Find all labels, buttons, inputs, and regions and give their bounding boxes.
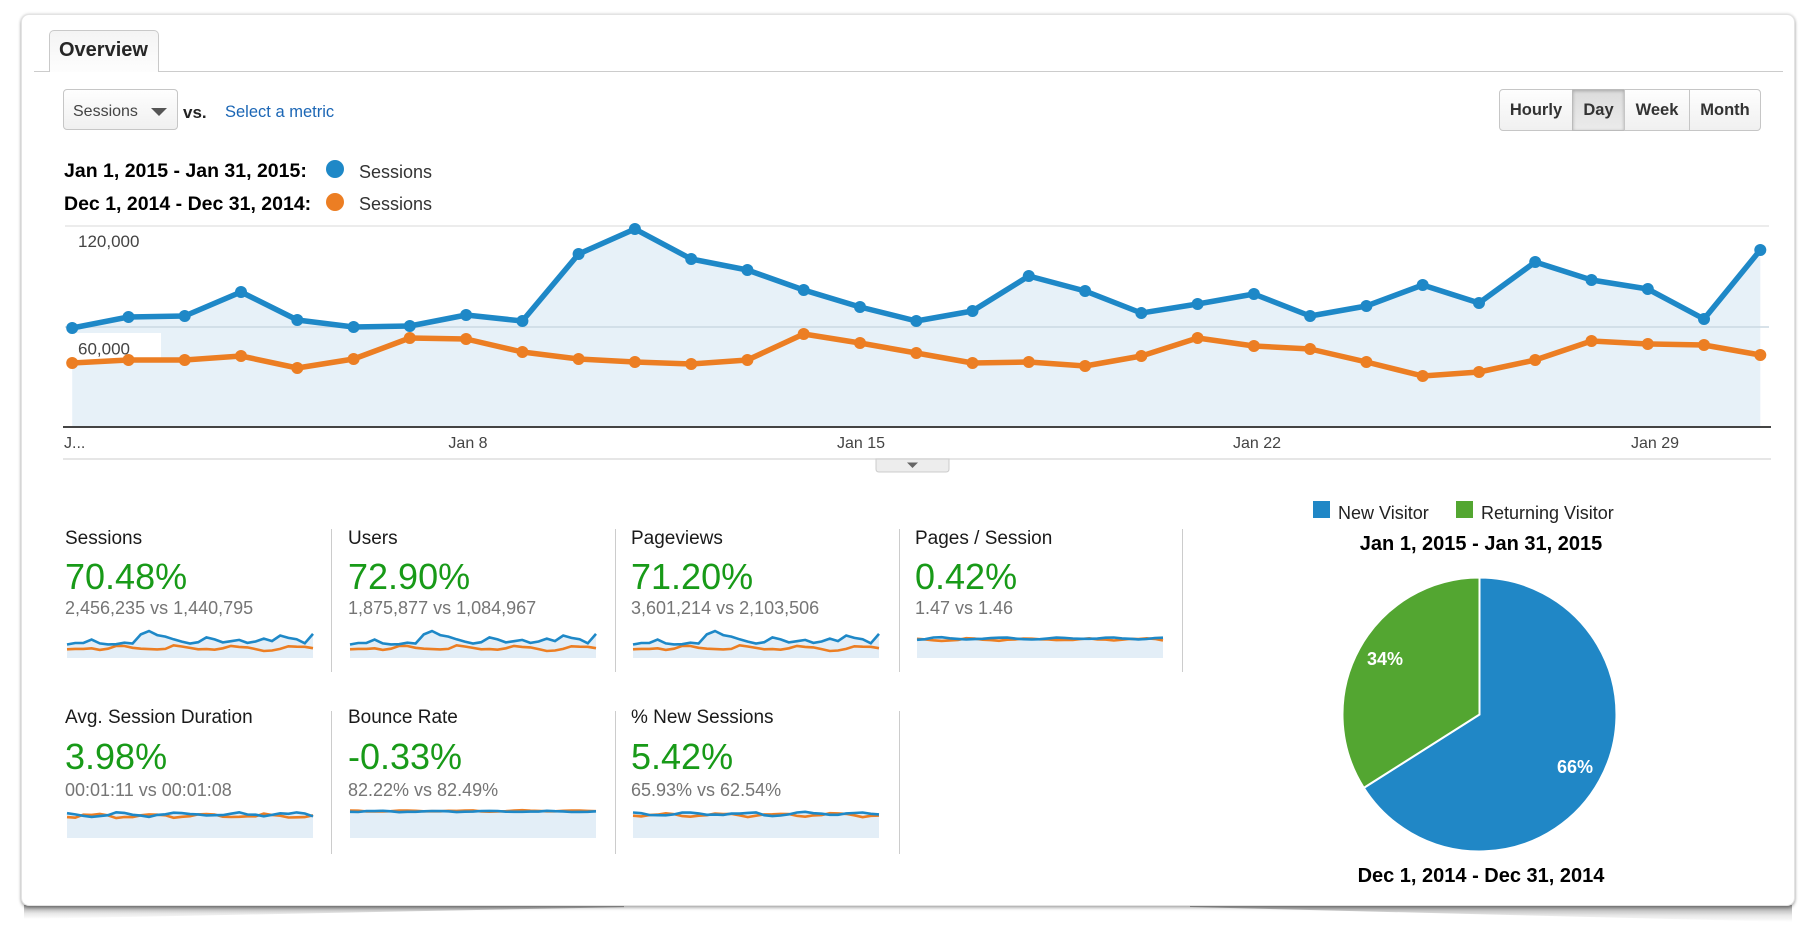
svg-text:Jan 15: Jan 15	[837, 435, 885, 452]
svg-text:Jan 8: Jan 8	[448, 435, 487, 452]
svg-text:34%: 34%	[1367, 649, 1403, 669]
svg-text:Jan 29: Jan 29	[1631, 435, 1679, 452]
svg-text:60,000: 60,000	[78, 340, 130, 359]
svg-text:120,000: 120,000	[78, 232, 139, 251]
svg-text:Jan 22: Jan 22	[1233, 435, 1281, 452]
svg-text:66%: 66%	[1557, 757, 1593, 777]
svg-text:J...: J...	[64, 435, 85, 452]
